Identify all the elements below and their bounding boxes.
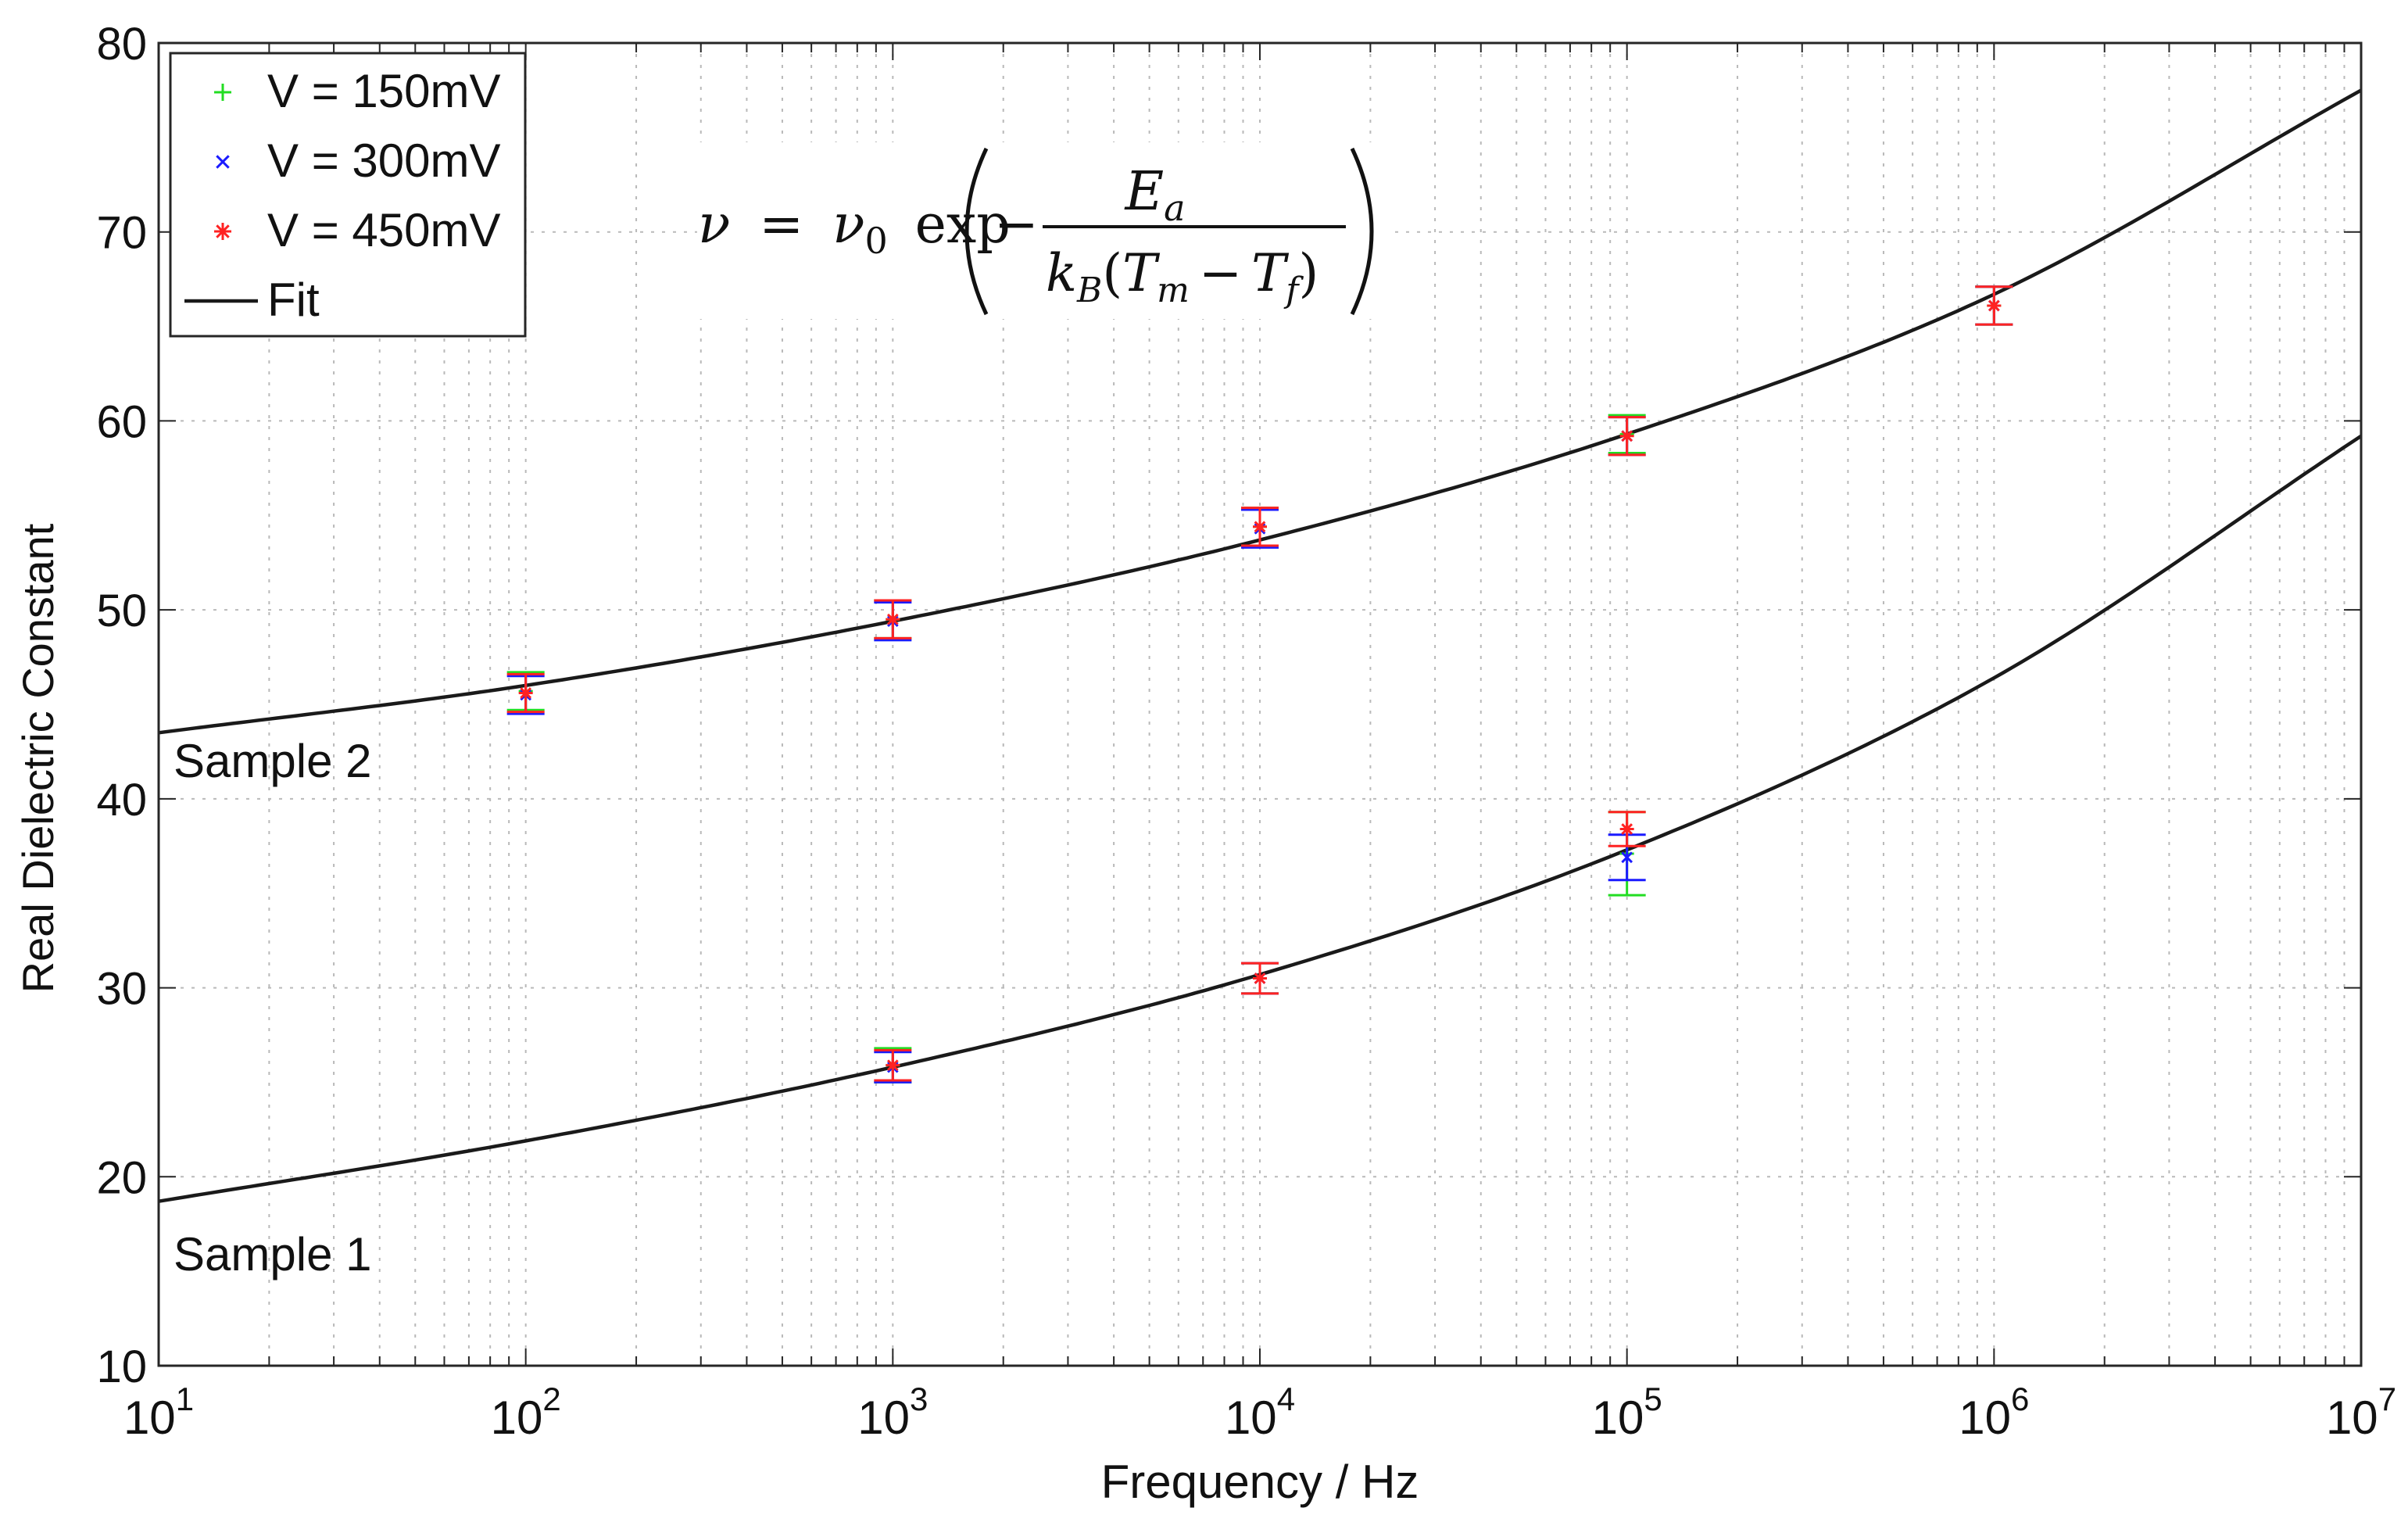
point-marker [1253,971,1267,986]
point-marker [518,686,533,700]
eq-den-t1-sub: m [1157,270,1190,310]
x-tick-label: 103 [857,1381,928,1444]
legend-label-150mv: V = 150mV [267,65,501,117]
x-tick-label: 106 [1959,1381,2029,1444]
legend-symbol-2 [216,155,230,169]
legend-box [169,52,527,338]
data-point [1608,811,1646,847]
data-point [1241,507,1279,547]
marker-stroke [520,687,532,699]
point-marker [886,612,900,627]
svg-text:ν = ν0 exp: ν = ν0 exp [698,194,1011,265]
data-point [1975,285,2013,326]
x-tick-label: 101 [123,1381,194,1444]
marker-stroke [1621,851,1633,864]
eq-den-close: ) [1299,243,1319,303]
svg-text:kB(Tm−Tf): kB(Tm − Tf) [1046,243,1318,310]
x-tick-label: 104 [1225,1381,1295,1444]
data-point [506,672,545,714]
y-tick-label: 60 [96,396,147,447]
point-marker [1253,519,1267,534]
marker-stroke [216,224,230,238]
annotation-sample-2: Sample 2 [174,735,371,787]
point-marker [1619,822,1634,836]
x-tick-label: 107 [2326,1381,2396,1444]
marker-stroke [1254,521,1266,533]
eq-den-k-sub: B [1076,270,1102,310]
eq-paren-left [964,147,989,316]
eq-nu0: ν [832,194,864,256]
svg-text:Ea: Ea [1123,161,1185,229]
eq-den-open: ( [1102,243,1122,303]
eq-den-t2: T [1251,243,1290,303]
point-marker [1621,851,1633,864]
ticks: 10 20 30 40 50 60 70 80 101 102 103 104 105 106 107 [96,19,2396,1444]
marker-stroke [1621,430,1633,442]
data-point [874,1048,912,1082]
marker-stroke [1621,823,1633,835]
marker-stroke [886,1059,899,1072]
marker-stroke [216,155,230,169]
eq-nu: ν [698,194,730,256]
eq-den-minus: − [1199,243,1242,303]
y-tick-label: 30 [96,964,147,1015]
marker-stroke [886,613,899,625]
x-axis-label: Frequency / Hz [1101,1456,1419,1508]
x-tick-label: 102 [491,1381,561,1444]
y-tick-label: 10 [96,1341,147,1392]
y-tick-label: 70 [96,208,147,259]
equation-background [697,142,1393,319]
legend-label-fit: Fit [267,274,320,326]
y-axis-label: Real Dielectric Constant [13,523,63,993]
eq-exp: exp [915,194,1011,256]
legend: V = 150mV V = 300mV V = 450mV Fit [169,52,527,338]
data-point [1241,962,1279,995]
point-marker [1619,428,1634,443]
data-points [506,285,2013,1083]
legend-label-450mv: V = 450mV [267,204,501,256]
legend-label-300mv: V = 300mV [267,134,501,187]
eq-paren-right [1350,147,1374,316]
eq-nu0-sub: 0 [864,220,887,262]
equation: ν = ν0 exp − Ea kB(Tm − Tf) [697,142,1393,319]
y-tick-label: 80 [96,19,147,70]
eq-den-t1: T [1122,243,1161,303]
x-tick-label: 105 [1592,1381,1662,1444]
eq-equals: = [759,194,803,256]
data-point [1608,416,1646,457]
marker-stroke [1254,972,1266,984]
legend-symbol-1 [214,84,231,101]
eq-numerator-sub: a [1164,187,1185,229]
marker-stroke [1988,299,2000,312]
eq-den-k: k [1046,243,1077,303]
legend-symbol-3 [214,223,231,240]
y-tick-label: 20 [96,1152,147,1203]
point-marker [886,1058,900,1073]
eq-minus: − [994,194,1039,256]
annotation-sample-1: Sample 1 [174,1228,371,1280]
y-tick-label: 40 [96,775,147,826]
eq-numerator: E [1123,161,1164,223]
point-marker [1987,298,2002,313]
y-tick-label: 50 [96,586,147,636]
data-point [874,599,912,639]
